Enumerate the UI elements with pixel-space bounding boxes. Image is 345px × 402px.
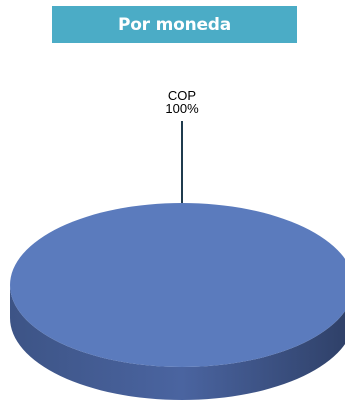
chart-title-bar: Por moneda (52, 6, 297, 43)
pie-slice-side (10, 285, 345, 400)
pie-slice-cop (10, 203, 345, 367)
slice-label-name: COP (168, 88, 196, 103)
slice-label-percent: 100% (165, 101, 199, 116)
chart-title: Por moneda (117, 14, 232, 35)
